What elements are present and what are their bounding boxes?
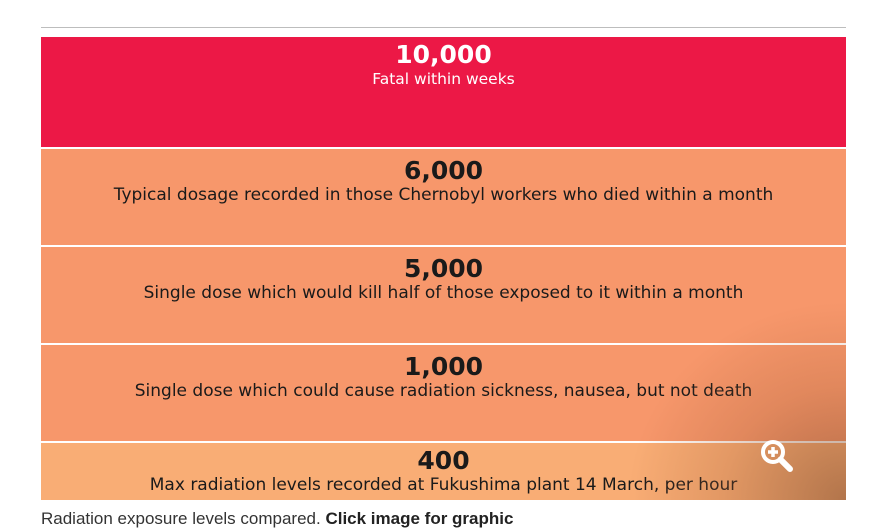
level-band-5000: 5,000 Single dose which would kill half … xyxy=(41,247,846,343)
zoom-in-icon[interactable] xyxy=(757,436,797,476)
divider-rule xyxy=(41,27,846,28)
caption-link[interactable]: Click image for graphic xyxy=(325,509,514,528)
level-value: 6,000 xyxy=(403,156,484,185)
level-band-400: 400 Max radiation levels recorded at Fuk… xyxy=(41,443,846,500)
level-description: Fatal within weeks xyxy=(372,70,515,88)
level-band-1000: 1,000 Single dose which could cause radi… xyxy=(41,345,846,441)
radiation-levels-graphic[interactable]: 10,000 Fatal within weeks 6,000 Typical … xyxy=(41,37,846,500)
level-band-6000: 6,000 Typical dosage recorded in those C… xyxy=(41,149,846,245)
level-description: Single dose which would kill half of tho… xyxy=(143,283,744,303)
level-description: Typical dosage recorded in those Chernob… xyxy=(113,185,774,205)
level-description: Max radiation levels recorded at Fukushi… xyxy=(149,475,738,495)
caption-text: Radiation exposure levels compared. xyxy=(41,509,321,528)
level-description: Single dose which could cause radiation … xyxy=(134,381,753,401)
level-value: 5,000 xyxy=(403,254,484,283)
level-value: 1,000 xyxy=(403,352,484,381)
level-value: 400 xyxy=(417,446,470,475)
image-caption: Radiation exposure levels compared. Clic… xyxy=(41,508,846,529)
level-band-10000: 10,000 Fatal within weeks xyxy=(41,37,846,147)
level-value: 10,000 xyxy=(395,40,492,69)
